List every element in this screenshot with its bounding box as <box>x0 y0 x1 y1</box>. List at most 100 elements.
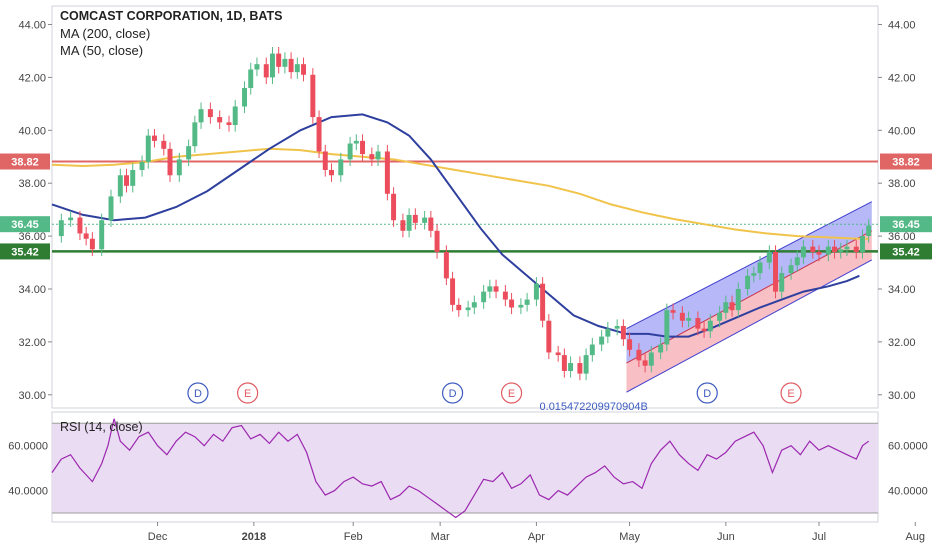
candle-body <box>487 286 493 292</box>
candle-body <box>375 151 381 160</box>
candle-body <box>322 151 328 170</box>
candle-body <box>328 169 334 176</box>
candle-body <box>518 304 524 308</box>
chart-legend: COMCAST CORPORATION, 1D, BATS MA (200, c… <box>60 8 282 59</box>
last-price-right-tag <box>880 216 932 233</box>
candle-body <box>310 74 316 118</box>
rsi-tick-label-right: 40.0000 <box>888 486 928 498</box>
candle-body <box>58 220 64 237</box>
price-tick-label-right: 30.00 <box>888 390 916 402</box>
candle-body <box>800 246 806 258</box>
candle-body <box>347 143 353 160</box>
resistance-left-label: 38.82 <box>11 157 39 169</box>
candle-body <box>254 64 260 70</box>
price-tick-label-right: 36.00 <box>888 231 916 243</box>
candle-body <box>636 349 642 361</box>
candle-body <box>832 246 838 252</box>
dividend-marker <box>441 382 464 404</box>
candle-body <box>242 87 248 107</box>
candle-body <box>167 148 173 176</box>
earnings-marker <box>500 382 523 404</box>
candle-body <box>117 175 123 197</box>
candle-body <box>658 344 664 353</box>
candle-body <box>794 257 800 266</box>
candle-body <box>729 302 735 311</box>
candle-body <box>605 328 611 337</box>
candle-body <box>642 360 648 366</box>
candle-body <box>568 363 574 371</box>
price-tick-label-left: 36.00 <box>18 231 46 243</box>
candle-body <box>108 196 114 221</box>
candle-body <box>89 238 95 250</box>
support-left-tag <box>0 243 50 260</box>
candle-body <box>360 140 366 155</box>
event-label: D <box>703 388 711 400</box>
candle-body <box>450 278 456 305</box>
candle-body <box>68 217 74 221</box>
candle-body <box>456 304 462 311</box>
candle-body <box>217 117 223 123</box>
time-tick-label: Mar <box>431 531 450 543</box>
price-tick-label-left: 42.00 <box>18 72 46 84</box>
candle-body <box>276 53 282 67</box>
candle-body <box>400 220 406 231</box>
candle-body <box>509 299 515 308</box>
candle-body <box>161 140 167 149</box>
candle-body <box>353 140 359 144</box>
candle-body <box>481 291 487 303</box>
last-price-left-label: 36.45 <box>11 219 39 231</box>
candle-body <box>766 251 772 263</box>
price-tick-label-left: 30.00 <box>18 390 46 402</box>
price-tick-label-right: 38.00 <box>888 178 916 190</box>
legend-ma50[interactable]: MA (50, close) <box>60 43 144 58</box>
candle-body <box>226 122 232 126</box>
candle-body <box>583 355 589 374</box>
time-tick-label: Feb <box>344 531 363 543</box>
ma200-line <box>51 147 869 240</box>
candle-body <box>751 273 757 276</box>
price-tick-label-left: 40.00 <box>18 125 46 137</box>
time-tick-label: May <box>619 531 640 543</box>
candle-body <box>757 262 763 274</box>
time-tick-label: Jun <box>717 531 735 543</box>
candle-body <box>614 326 620 329</box>
candle-body <box>853 246 859 252</box>
price-tick-label-left: 38.00 <box>18 178 46 190</box>
candle-body <box>524 299 530 305</box>
dividend-marker <box>187 382 209 404</box>
event-label: D <box>449 388 457 400</box>
candle-body <box>627 339 633 350</box>
candle-body <box>139 162 145 170</box>
candle-body <box>465 307 471 311</box>
price-tick-label-right: 44.00 <box>888 20 916 32</box>
candle-body <box>301 64 307 75</box>
support-right-tag <box>880 243 932 260</box>
rsi-tick-label-left: 40.0000 <box>8 486 48 498</box>
event-label: E <box>244 388 251 400</box>
candle-body <box>338 159 344 176</box>
time-tick-label: 2018 <box>242 531 266 543</box>
candle-body <box>151 135 157 141</box>
candle-body <box>701 328 707 332</box>
candle-body <box>816 251 822 255</box>
legend-ma200[interactable]: MA (200, close) <box>60 26 151 41</box>
price-tick-label-right: 34.00 <box>888 284 916 296</box>
candle-body <box>471 302 477 308</box>
event-label: E <box>508 388 515 400</box>
price-marker-text: 0.015472209970904B <box>540 401 648 413</box>
candle-body <box>620 326 626 340</box>
time-tick-label: Aug <box>905 531 925 543</box>
price-tick-label-right: 40.00 <box>888 125 916 137</box>
rsi-legend[interactable]: RSI (14, close) <box>60 420 143 434</box>
time-tick-label: Jul <box>812 531 826 543</box>
candle-body <box>540 283 546 321</box>
candle-body <box>428 217 434 231</box>
candle-body <box>589 344 595 356</box>
candle-body <box>145 135 151 163</box>
candle-body <box>695 318 701 329</box>
candle-body <box>788 265 794 274</box>
candle-body <box>384 151 390 194</box>
resistance-left-tag <box>0 153 50 170</box>
candle-body <box>186 146 192 160</box>
